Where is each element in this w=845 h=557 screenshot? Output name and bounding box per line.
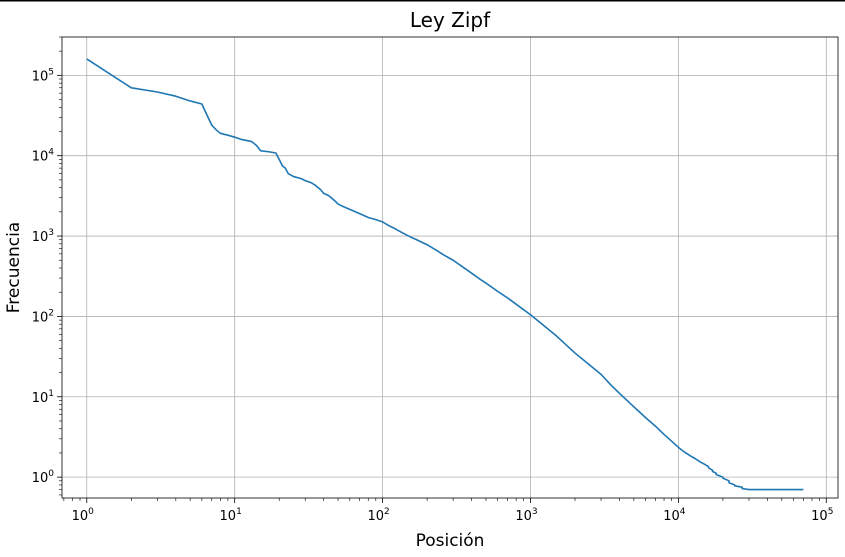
grid bbox=[62, 37, 838, 498]
x-tick-label-base: 10 bbox=[220, 509, 237, 524]
x-tick-label-base: 10 bbox=[663, 509, 680, 524]
y-tick-label-exp: 2 bbox=[48, 308, 54, 318]
x-tick-label: 102 bbox=[367, 507, 389, 524]
y-tick-label-exp: 4 bbox=[48, 148, 54, 158]
x-tick-label-base: 10 bbox=[515, 509, 532, 524]
x-tick-label: 105 bbox=[811, 507, 833, 524]
x-tick-label: 100 bbox=[72, 507, 95, 524]
x-tick-label-exp: 3 bbox=[532, 507, 538, 517]
y-axis-label: Frecuencia bbox=[4, 222, 24, 313]
y-tick-label-base: 10 bbox=[32, 391, 49, 406]
series-layer bbox=[86, 58, 804, 491]
y-tick-label-base: 10 bbox=[32, 310, 49, 325]
y-tick-label: 103 bbox=[32, 228, 54, 245]
chart-title: Ley Zipf bbox=[410, 8, 491, 32]
x-tick-label-base: 10 bbox=[367, 509, 384, 524]
y-tick-label: 102 bbox=[32, 308, 54, 325]
ticks bbox=[57, 36, 827, 503]
y-tick-label-exp: 3 bbox=[48, 228, 54, 238]
y-tick-label-exp: 1 bbox=[48, 389, 54, 399]
x-tick-label: 103 bbox=[515, 507, 537, 524]
y-tick-label-exp: 5 bbox=[48, 67, 54, 77]
x-tick-label-exp: 2 bbox=[384, 507, 390, 517]
y-tick-label: 100 bbox=[32, 469, 55, 486]
x-tick-label-base: 10 bbox=[811, 509, 828, 524]
top-border bbox=[0, 0, 845, 2]
x-tick-label-exp: 1 bbox=[236, 507, 242, 517]
y-tick-label: 101 bbox=[32, 389, 54, 406]
frequency-line bbox=[86, 58, 804, 491]
x-tick-label-exp: 4 bbox=[680, 507, 686, 517]
x-tick-label: 104 bbox=[663, 507, 686, 524]
x-tick-label-exp: 0 bbox=[88, 507, 94, 517]
x-tick-label-exp: 5 bbox=[828, 507, 834, 517]
x-tick-label: 101 bbox=[220, 507, 242, 524]
y-tick-label-base: 10 bbox=[32, 69, 49, 84]
y-tick-label-exp: 0 bbox=[48, 469, 54, 479]
plot-frame bbox=[61, 36, 839, 499]
x-axis-label: Posición bbox=[416, 531, 485, 551]
x-tick-label-base: 10 bbox=[72, 509, 89, 524]
y-tick-label: 104 bbox=[32, 148, 55, 165]
y-tick-label-base: 10 bbox=[32, 471, 49, 486]
y-tick-label-base: 10 bbox=[32, 150, 49, 165]
y-tick-label: 105 bbox=[32, 67, 54, 84]
y-tick-label-base: 10 bbox=[32, 230, 49, 245]
